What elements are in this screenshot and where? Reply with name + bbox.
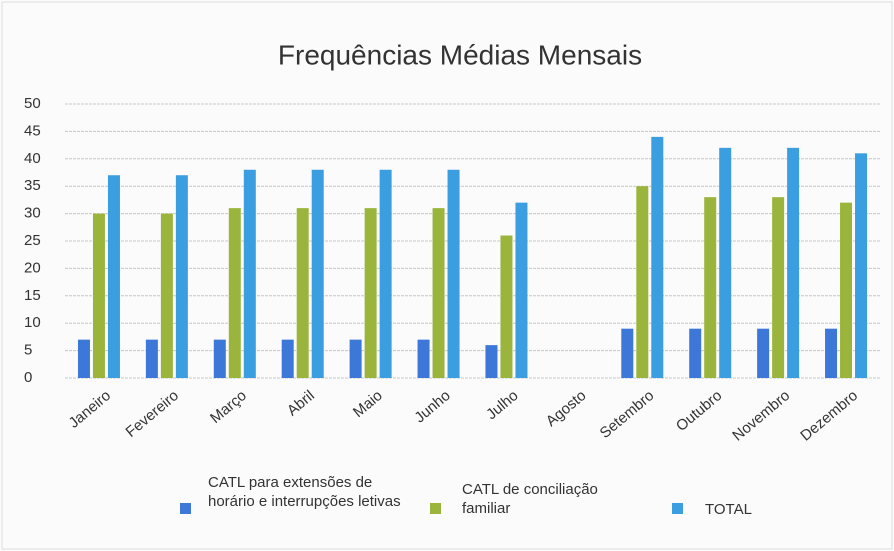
bar xyxy=(379,169,392,378)
legend-swatch xyxy=(180,503,191,514)
bar xyxy=(515,202,528,378)
bar xyxy=(228,208,241,378)
x-tick-label: Janeiro xyxy=(65,387,114,432)
y-tick-label: 5 xyxy=(24,342,32,359)
bar xyxy=(757,328,770,378)
y-tick-label: 35 xyxy=(24,177,41,194)
x-tick-label: Dezembro xyxy=(797,387,861,445)
y-tick-label: 20 xyxy=(24,259,41,276)
bar xyxy=(364,208,377,378)
bar xyxy=(689,328,702,378)
bar xyxy=(787,147,800,378)
y-tick-label: 0 xyxy=(24,369,32,386)
x-tick-label: Abril xyxy=(284,387,318,419)
legend-label: CATL de conciliação familiar xyxy=(462,481,598,517)
legend-swatch xyxy=(430,503,441,514)
y-tick-label: 25 xyxy=(24,232,41,249)
bar xyxy=(77,339,90,378)
bar xyxy=(296,208,309,378)
bar xyxy=(840,202,853,378)
bar xyxy=(281,339,294,378)
bar xyxy=(825,328,838,378)
y-tick-label: 40 xyxy=(24,150,41,167)
x-tick-label: Agosto xyxy=(543,387,590,430)
bar xyxy=(175,175,188,378)
bar xyxy=(447,169,460,378)
bar xyxy=(855,153,868,378)
legend-swatch xyxy=(672,503,683,514)
bar xyxy=(500,235,513,378)
bar xyxy=(160,213,173,378)
bar xyxy=(145,339,158,378)
bar xyxy=(417,339,430,378)
bar xyxy=(651,136,664,378)
bar xyxy=(704,197,717,378)
bar xyxy=(107,175,120,378)
bar xyxy=(621,328,634,378)
x-tick-label: Julho xyxy=(483,387,521,423)
bar xyxy=(349,339,362,378)
x-tick-label: Março xyxy=(207,387,250,427)
x-tick-label: Fevereiro xyxy=(123,387,182,441)
legend-label: TOTAL xyxy=(705,501,752,518)
y-tick-label: 30 xyxy=(24,205,41,222)
bar xyxy=(432,208,445,378)
bar xyxy=(92,213,105,378)
bar xyxy=(485,345,498,378)
bar xyxy=(719,147,732,378)
y-tick-label: 10 xyxy=(24,314,41,331)
bar xyxy=(772,197,785,378)
y-tick-label: 15 xyxy=(24,287,41,304)
x-tick-label: Novembro xyxy=(729,387,793,445)
x-tick-label: Setembro xyxy=(597,387,658,442)
x-tick-label: Junho xyxy=(411,387,453,426)
y-tick-label: 50 xyxy=(24,95,41,112)
bar xyxy=(311,169,324,378)
chart-title: Frequências Médias Mensais xyxy=(278,39,642,70)
bar xyxy=(213,339,226,378)
x-tick-label: Outubro xyxy=(673,387,725,435)
bar xyxy=(243,169,256,378)
x-tick-label: Maio xyxy=(350,387,386,421)
legend-label: CATL para extensões de horário e interru… xyxy=(208,474,401,510)
y-tick-label: 45 xyxy=(24,122,41,139)
bar xyxy=(636,186,649,378)
